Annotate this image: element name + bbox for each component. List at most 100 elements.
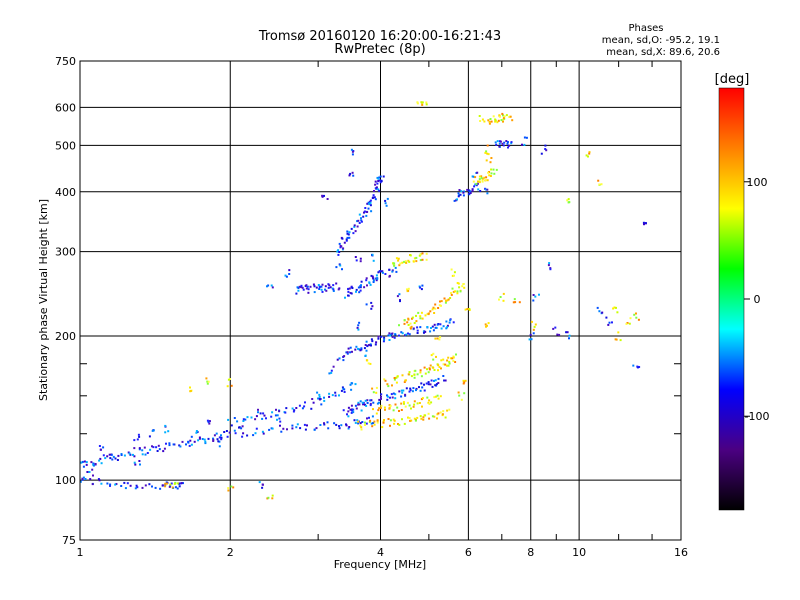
data-point [416,101,419,104]
data-point [330,369,333,372]
data-point [463,286,466,289]
data-point [262,412,265,415]
data-point [600,183,603,186]
data-point [282,427,285,430]
data-point [380,180,383,183]
data-point [428,368,431,371]
data-point [286,428,288,431]
data-point [102,446,105,449]
data-point [486,179,489,182]
data-point [255,415,258,418]
data-point [432,366,435,369]
data-point [402,401,405,404]
data-point [288,269,291,272]
stats-line-x: mean, sd,X: 89.6, 20.6 [606,47,720,58]
data-point [568,334,571,337]
data-point [425,103,428,106]
data-point [505,140,508,142]
data-point [348,231,351,234]
data-point [215,432,218,435]
data-point [382,420,385,423]
data-point [475,184,478,187]
data-point [305,284,308,287]
data-point [270,415,273,418]
data-point [498,298,500,301]
data-point [405,333,408,336]
data-point [499,296,502,298]
data-point [197,439,200,442]
data-point [261,483,264,486]
data-point [134,487,137,490]
x-axis-label: Frequency [MHz] [334,558,426,571]
data-point [300,286,303,289]
data-point [481,179,484,182]
data-point [427,401,430,404]
data-point [429,383,432,386]
data-point [466,188,469,191]
data-point [461,285,464,288]
colorbar-tick-label: 100 [747,176,768,189]
data-point [227,378,230,381]
data-point [380,404,383,407]
y-tick-label: 400 [55,186,76,199]
data-point [453,274,455,277]
data-point [371,253,374,256]
data-point [92,464,95,467]
data-point [357,328,360,331]
data-point [389,396,391,399]
data-point [327,286,330,289]
data-point [389,404,392,407]
data-point [347,406,350,409]
data-point [498,142,501,145]
data-point [380,395,382,398]
data-point [419,317,422,320]
data-point [285,275,288,278]
data-point [288,273,291,275]
data-point [333,422,336,425]
plot-frame [79,60,682,541]
data-point [295,407,298,409]
y-tick-label: 750 [55,55,76,68]
data-point [82,465,85,468]
data-point [388,406,391,409]
data-point [133,455,136,458]
data-point [568,337,570,340]
data-point [280,430,283,433]
data-point [372,277,375,280]
data-point [462,379,465,382]
data-point [398,264,401,267]
data-point [318,288,321,290]
data-point [338,427,341,430]
data-point [366,211,369,213]
data-point [464,308,467,311]
data-point [395,257,398,260]
data-point [598,183,601,186]
data-point [374,343,377,346]
data-point [369,343,372,346]
data-point [347,347,350,350]
data-point [401,391,404,394]
data-point [412,405,415,408]
data-point [132,453,134,456]
data-point [485,176,488,179]
data-point [405,387,408,390]
data-point [351,409,353,412]
data-point [267,284,270,287]
data-point [381,271,384,274]
data-point [421,258,424,261]
data-point [350,292,353,295]
data-point [437,412,440,415]
data-point [393,336,396,339]
data-point [120,485,123,487]
data-point [189,439,192,442]
data-point [372,422,375,424]
data-point [388,275,391,278]
data-point [357,422,360,425]
data-point [337,249,340,252]
data-point [270,284,273,287]
data-point [178,444,181,447]
data-point [369,402,372,405]
data-point [218,440,221,443]
data-point [204,440,207,443]
data-point [452,356,455,359]
